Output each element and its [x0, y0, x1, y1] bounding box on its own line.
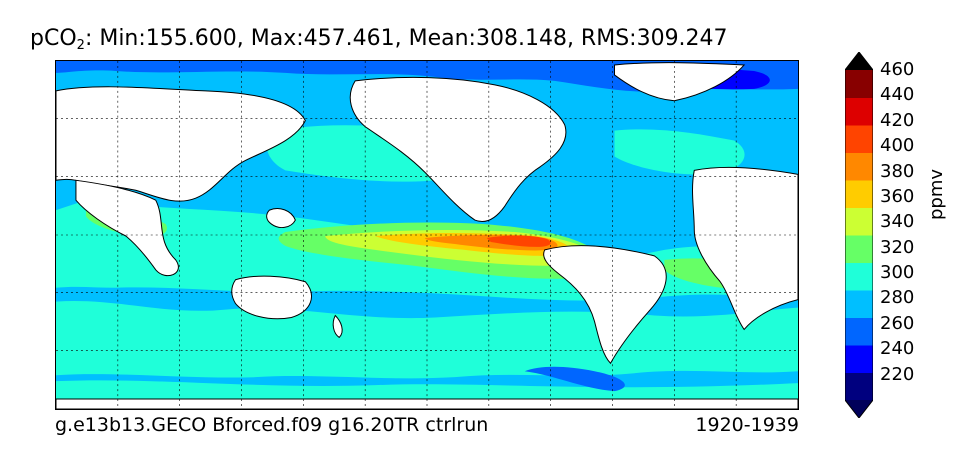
colorbar-tick-label: 320: [880, 236, 915, 258]
ocean-pco2-map: [55, 60, 799, 410]
colorbar-tick-label: 300: [880, 262, 915, 284]
borneo: [266, 208, 296, 229]
colorbar-segment: [845, 207, 873, 236]
title-subscript: 2: [76, 38, 85, 53]
colorbar-tick-label: 260: [880, 312, 915, 334]
colorbar-segment: [845, 180, 873, 208]
colorbar-tick-label: 420: [880, 109, 915, 131]
greenland: [613, 62, 746, 102]
colorbar-segment: [845, 290, 873, 318]
arctic-low: [56, 61, 798, 92]
africa-west: [692, 166, 798, 331]
colorbar-tick-label: 280: [880, 287, 915, 309]
case-name-label: g.e13b13.GECO Bforced.f09 g16.20TR ctrlr…: [55, 414, 489, 436]
colorbar-tick-label: 460: [880, 59, 915, 80]
lat-lon-grid: [56, 61, 798, 409]
colorbar-tick-label: 440: [880, 84, 915, 106]
period-label: 1920-1939: [695, 414, 799, 436]
colorbar-unit-label: ppmv: [926, 168, 947, 220]
low-patch-south-atlantic: [524, 366, 625, 392]
colorbar-tick-label: 400: [880, 135, 915, 157]
colorbar-segment: [845, 70, 873, 98]
title-variable: pCO: [30, 26, 77, 51]
new-zealand: [332, 314, 343, 339]
africa-east: [75, 179, 179, 277]
colorbar-tick-label: 380: [880, 160, 915, 182]
colorbar-tick-label: 340: [880, 211, 915, 233]
plot-title: pCO2: Min:155.600, Max:457.461, Mean:308…: [30, 26, 728, 53]
colorbar-under-arrow: [845, 400, 873, 418]
colorbar-tick-label: 220: [880, 363, 915, 385]
colorbar-segment: [845, 97, 873, 126]
colorbar-tick-label: 240: [880, 338, 915, 360]
colorbar-tick-label: 360: [880, 185, 915, 207]
north-america: [349, 76, 567, 223]
australia: [231, 275, 312, 320]
colorbar-segment: [845, 345, 873, 373]
equatorial-pacific-420: [486, 235, 551, 247]
colorbar-segment: [845, 262, 873, 291]
colorbar-segment: [845, 235, 873, 263]
colorbar-over-arrow: [845, 52, 873, 70]
south-america: [543, 245, 667, 365]
colorbar-segment: [845, 125, 873, 153]
colorbar-segment: [845, 152, 873, 181]
title-stats: : Min:155.600, Max:457.461, Mean:308.148…: [84, 26, 728, 51]
colorbar-segment: [845, 372, 873, 401]
colorbar: [845, 52, 873, 418]
north-atlantic-band: [614, 129, 745, 175]
colorbar-segment: [845, 317, 873, 346]
